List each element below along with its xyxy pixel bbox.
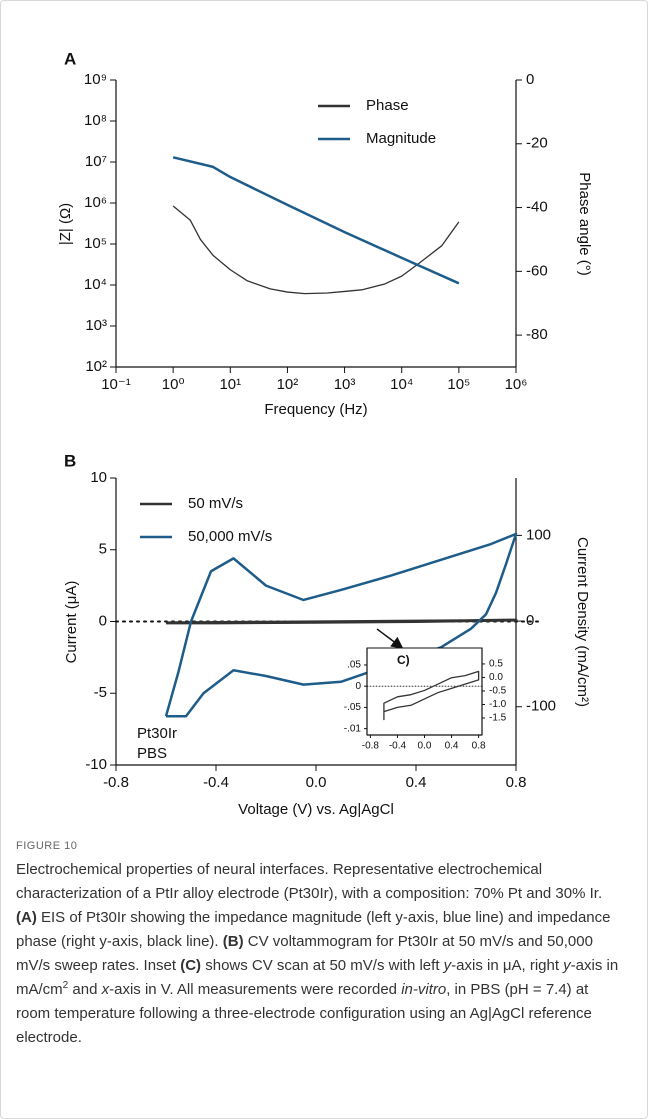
y-tick-label: 10	[90, 469, 107, 486]
x-axis-title: Frequency (Hz)	[264, 401, 367, 418]
x-tick-label: 10²	[277, 376, 299, 393]
x-tick-label: 0.0	[418, 741, 432, 752]
y-tick-label: -10	[85, 756, 107, 773]
y-tick-label: 10²	[85, 358, 107, 375]
x-tick-label: -0.8	[103, 774, 129, 791]
x-tick-label: 10³	[334, 376, 356, 393]
x-tick-label: 10⁰	[162, 376, 185, 393]
panel-label: B	[64, 451, 76, 470]
chart: -0.8 -0.4 0.0 0.4 0.8 .05 0 -.05 -.01 0.5 0.0 -0.5 -…	[344, 647, 507, 752]
caption-run: shows CV scan at 50 mV/s with left	[201, 957, 444, 974]
y-tick-label: 10³	[85, 317, 107, 334]
x-tick-label: 0.8	[506, 774, 527, 791]
caption-run: (B)	[222, 933, 244, 950]
figure-label: FIGURE 10	[16, 840, 78, 852]
y2-tick-label: -100	[526, 698, 556, 715]
y-tick-label: 10⁵	[84, 235, 107, 252]
caption-run: and	[68, 981, 102, 998]
y-tick-label: -.05	[344, 702, 362, 713]
inset-background	[366, 647, 483, 736]
y-tick-label: 10⁹	[84, 71, 107, 88]
chart: -0.8 -0.4 0.0 0.4 0.8 -10 -5 0 5 10 -100 0 100 50 mV/…	[85, 469, 556, 791]
caption-run: , in PBS (pH = 7.4) at room temperature …	[16, 981, 592, 1046]
annotation: PBS	[137, 745, 167, 762]
data-line	[172, 156, 460, 285]
legend-label: 50,000 mV/s	[188, 528, 272, 545]
caption-run: -axis in μA, right	[451, 957, 564, 974]
y-tick-label: 10⁷	[85, 153, 107, 170]
x-tick-label: 0.4	[445, 741, 459, 752]
x-tick-label: 10⁵	[447, 376, 470, 393]
x-tick-label: -0.8	[362, 741, 380, 752]
y2-tick-label: -80	[526, 326, 548, 343]
y2-tick-label: 0	[526, 71, 534, 88]
y2-tick-label: 0	[526, 612, 534, 629]
x-tick-label: 10⁴	[390, 376, 413, 393]
y-tick-label: 10⁶	[84, 194, 107, 211]
chart: 10⁻¹ 10⁰ 10¹ 10² 10³ 10⁴ 10⁵ 10⁶ 10² 10³ 10⁴ 10⁵ 10⁶…	[84, 71, 548, 393]
y2-tick-label: 100	[526, 526, 551, 543]
caption-run: EIS of Pt30Ir showing the impedance magn…	[16, 909, 611, 950]
legend-label: Phase	[366, 97, 409, 114]
caption-run: -axis in mA/cm	[16, 957, 619, 998]
panel-label: A	[64, 49, 76, 68]
x-tick-label: 10⁶	[505, 376, 528, 393]
y-tick-label: 0	[355, 681, 361, 692]
x-tick-label: 0.8	[472, 741, 486, 752]
data-line	[164, 532, 518, 718]
caption-text: Electrochemical properties of neural int…	[16, 858, 624, 1050]
y-tick-label: 10⁴	[84, 276, 107, 293]
x-tick-label: 0.0	[306, 774, 327, 791]
caption-run: Electrochemical properties of neural int…	[16, 861, 603, 902]
y2-tick-label: -1.0	[489, 699, 507, 710]
caption-run: y	[563, 957, 571, 974]
y2-tick-label: -40	[526, 199, 548, 216]
y2-axis-title: Current Density (mA/cm²)	[574, 537, 591, 707]
panel-label: C)	[397, 653, 410, 667]
y-tick-label: 5	[99, 541, 107, 558]
caption-run: 2	[62, 980, 69, 991]
x-tick-label: 0.4	[406, 774, 427, 791]
y2-tick-label: -1.5	[489, 713, 507, 724]
y-tick-label: 0	[99, 612, 107, 629]
y-axis-title: Current (μA)	[63, 581, 80, 664]
caption-run: in-vitro	[401, 981, 447, 998]
caption-run: y	[443, 957, 452, 974]
y2-axis-title: Phase angle (°)	[576, 172, 593, 276]
x-tick-label: 10¹	[219, 376, 241, 393]
data-line	[165, 618, 518, 625]
y2-tick-label: -60	[526, 262, 548, 279]
caption-run: x	[101, 981, 110, 998]
caption-run: (C)	[180, 957, 202, 974]
y2-tick-label: 0.5	[489, 659, 503, 670]
y-tick-label: .05	[347, 660, 361, 671]
legend-label: Magnitude	[366, 130, 436, 147]
figure: A Frequency (Hz) |Z| (Ω) Phase angle (°)…	[57, 49, 593, 818]
x-tick-label: 10⁻¹	[101, 376, 131, 393]
data-line	[383, 670, 480, 721]
caption: FIGURE 10 Electrochemical properties of …	[16, 840, 624, 1050]
x-tick-label: -0.4	[203, 774, 229, 791]
annotation: Pt30Ir	[137, 725, 177, 742]
caption-run: (A)	[16, 909, 37, 926]
x-tick-label: -0.4	[389, 741, 407, 752]
y-axis-title: |Z| (Ω)	[57, 203, 74, 245]
y-tick-label: -.01	[344, 723, 362, 734]
y2-tick-label: -20	[526, 135, 548, 152]
data-line	[172, 205, 460, 295]
y2-tick-label: 0.0	[489, 672, 503, 683]
y-tick-label: -5	[94, 684, 107, 701]
x-axis-title: Voltage (V) vs. Ag|AgCl	[238, 801, 394, 818]
y-tick-label: 10⁸	[84, 112, 107, 129]
caption-run: CV voltammogram for Pt30Ir at 50 mV/s an…	[16, 933, 593, 974]
legend-label: 50 mV/s	[188, 495, 243, 512]
y2-tick-label: -0.5	[489, 686, 507, 697]
caption-run: -axis in V. All measurements were record…	[109, 981, 402, 998]
inset-arrow	[376, 628, 404, 649]
